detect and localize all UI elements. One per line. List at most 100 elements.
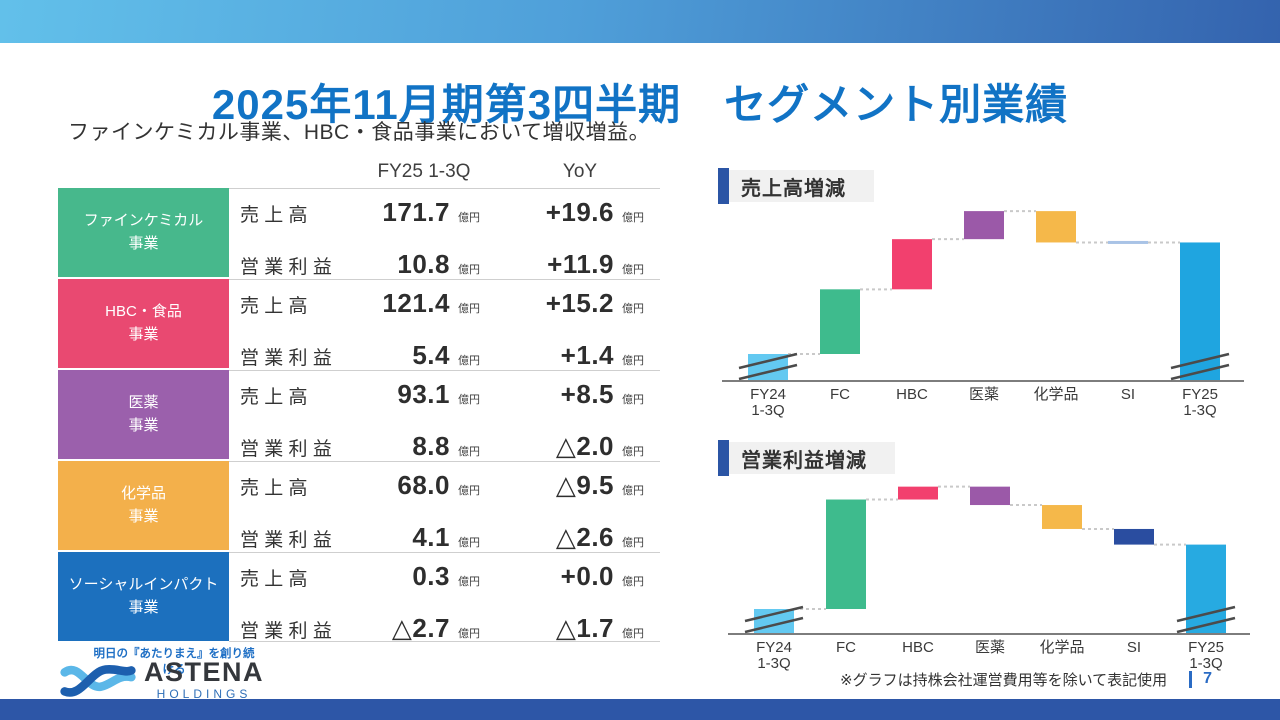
header-gradient-band bbox=[0, 0, 1280, 43]
svg-text:化学品: 化学品 bbox=[1039, 639, 1084, 656]
svg-text:化学品: 化学品 bbox=[1033, 386, 1078, 403]
sales-value: 0.3 bbox=[412, 561, 450, 591]
table-row: ファインケミカル 事業 売 上 高 171.7 億円 +19.6 億円 営 業 … bbox=[58, 188, 660, 279]
segment-label-social-impact: ソーシャルインパクト 事業 bbox=[58, 552, 229, 641]
profit-yoy-value: △1.7 bbox=[555, 613, 614, 643]
sales-row: 売 上 高 121.4 億円 +15.2 億円 bbox=[229, 280, 660, 332]
unit-label: 億円 bbox=[622, 355, 644, 367]
sales-value: 93.1 bbox=[397, 379, 450, 409]
sales-value: 68.0 bbox=[397, 470, 450, 500]
slide-subtitle: ファインケミカル事業、HBC・食品事業において増収増益。 bbox=[68, 121, 651, 144]
segment-label-pharma: 医薬 事業 bbox=[58, 370, 229, 459]
profit-waterfall-chart: FY24 1-3Q FC HBC 医薬 化学品 SI FY25 1-3Q bbox=[728, 485, 1250, 672]
segment-name: ソーシャルインパクト bbox=[68, 576, 219, 593]
unit-label: 億円 bbox=[458, 576, 480, 588]
profit-label: 営 業 利 益 bbox=[240, 530, 332, 551]
profit-row: 営 業 利 益 △2.7 億円 △1.7 億円 bbox=[229, 605, 660, 657]
segment-values: 売 上 高 0.3 億円 +0.0 億円 営 業 利 益 △2.7 億円 △1.… bbox=[229, 552, 660, 643]
company-logo: ASTENA HOLDINGS bbox=[60, 659, 264, 700]
sales-row: 売 上 高 0.3 億円 +0.0 億円 bbox=[229, 553, 660, 605]
segment-label-chemicals: 化学品 事業 bbox=[58, 461, 229, 550]
sales-row: 売 上 高 171.7 億円 +19.6 億円 bbox=[229, 189, 660, 241]
table-row: HBC・食品 事業 売 上 高 121.4 億円 +15.2 億円 営 業 利 … bbox=[58, 279, 660, 370]
sales-label: 売 上 高 bbox=[240, 569, 308, 590]
sales-change-chart-panel: 売上高増減 FY24 1-3Q FC HBC 医薬 化学品 SI FY25 1-3Q bbox=[718, 168, 1266, 420]
sales-label: 売 上 高 bbox=[240, 205, 308, 226]
profit-yoy-value: △2.6 bbox=[555, 522, 614, 552]
astena-wave-logo-icon bbox=[60, 664, 136, 697]
logo-name: ASTENA bbox=[144, 657, 265, 687]
unit-label: 億円 bbox=[622, 264, 644, 276]
footer-note-row: ※グラフは持株会社運営費用等を除いて表記使用 7 bbox=[840, 668, 1212, 690]
unit-label: 億円 bbox=[458, 628, 480, 640]
sales-yoy-value: △9.5 bbox=[555, 470, 614, 500]
unit-label: 億円 bbox=[458, 355, 480, 367]
sales-label: 売 上 高 bbox=[240, 296, 308, 317]
unit-label: 億円 bbox=[458, 485, 480, 497]
svg-text:HBC: HBC bbox=[902, 639, 934, 656]
column-header-fy25: FY25 1-3Q bbox=[377, 161, 471, 182]
segment-values: 売 上 高 68.0 億円 △9.5 億円 営 業 利 益 4.1 億円 △2.… bbox=[229, 461, 660, 552]
segment-values: 売 上 高 121.4 億円 +15.2 億円 営 業 利 益 5.4 億円 +… bbox=[229, 279, 660, 370]
svg-text:SI: SI bbox=[1127, 639, 1141, 656]
svg-text:FC: FC bbox=[836, 639, 856, 656]
profit-label: 営 業 利 益 bbox=[240, 439, 332, 460]
title-accent-bar bbox=[718, 168, 729, 204]
sales-chart-title: 売上高増減 bbox=[718, 168, 874, 204]
sales-value: 171.7 bbox=[382, 197, 450, 227]
profit-row: 営 業 利 益 4.1 億円 △2.6 億円 bbox=[229, 514, 660, 566]
sales-chart-title-text: 売上高増減 bbox=[729, 170, 874, 202]
profit-label: 営 業 利 益 bbox=[240, 621, 332, 642]
sales-row: 売 上 高 68.0 億円 △9.5 億円 bbox=[229, 462, 660, 514]
unit-label: 億円 bbox=[458, 446, 480, 458]
segment-label-hbc-food: HBC・食品 事業 bbox=[58, 279, 229, 368]
profit-chart-title-text: 営業利益増減 bbox=[729, 442, 895, 474]
segment-name-line2: 事業 bbox=[128, 507, 159, 525]
profit-value: 4.1 bbox=[412, 522, 450, 552]
svg-text:医薬: 医薬 bbox=[969, 386, 999, 403]
brand-tagline: 明日の『あたりまえ』を創り続ける bbox=[93, 648, 255, 676]
sales-row: 売 上 高 93.1 億円 +8.5 億円 bbox=[229, 371, 660, 423]
sales-yoy-value: +0.0 bbox=[560, 561, 614, 591]
title-accent-bar bbox=[718, 440, 729, 476]
segment-values: 売 上 高 93.1 億円 +8.5 億円 営 業 利 益 8.8 億円 △2.… bbox=[229, 370, 660, 461]
segment-name-line2: 事業 bbox=[128, 325, 159, 343]
profit-yoy-value: △2.0 bbox=[555, 431, 614, 461]
segment-name: ファインケミカル bbox=[83, 212, 204, 229]
profit-value: 5.4 bbox=[412, 340, 450, 370]
svg-text:医薬: 医薬 bbox=[975, 639, 1005, 656]
sales-label: 売 上 高 bbox=[240, 478, 308, 499]
segment-name-line2: 事業 bbox=[128, 234, 159, 252]
sales-yoy-value: +15.2 bbox=[545, 288, 614, 318]
svg-text:SI: SI bbox=[1121, 386, 1135, 403]
unit-label: 億円 bbox=[622, 212, 644, 224]
sales-label: 売 上 高 bbox=[240, 387, 308, 408]
segment-results-table: FY25 1-3Q YoY ファインケミカル 事業 売 上 高 171.7 億円… bbox=[58, 161, 660, 661]
table-row: 化学品 事業 売 上 高 68.0 億円 △9.5 億円 営 業 利 益 4.1… bbox=[58, 461, 660, 552]
svg-text:FC: FC bbox=[830, 386, 850, 403]
profit-label: 営 業 利 益 bbox=[240, 257, 332, 278]
unit-label: 億円 bbox=[458, 303, 480, 315]
profit-change-chart-panel: 営業利益増減 FY24 1-3Q FC HBC 医薬 化学品 SI FY25 1-3Q bbox=[718, 440, 1266, 692]
profit-row: 営 業 利 益 8.8 億円 △2.0 億円 bbox=[229, 423, 660, 475]
unit-label: 億円 bbox=[458, 394, 480, 406]
profit-row: 営 業 利 益 5.4 億円 +1.4 億円 bbox=[229, 332, 660, 384]
table-row: 医薬 事業 売 上 高 93.1 億円 +8.5 億円 営 業 利 益 8.8 … bbox=[58, 370, 660, 461]
segment-values: 売 上 高 171.7 億円 +19.6 億円 営 業 利 益 10.8 億円 … bbox=[229, 188, 660, 279]
sales-value: 121.4 bbox=[382, 288, 450, 318]
profit-chart-title: 営業利益増減 bbox=[718, 440, 895, 476]
profit-label: 営 業 利 益 bbox=[240, 348, 332, 369]
segment-name: HBC・食品 bbox=[105, 303, 182, 320]
unit-label: 億円 bbox=[622, 537, 644, 549]
unit-label: 億円 bbox=[622, 485, 644, 497]
segment-name-line2: 事業 bbox=[128, 598, 159, 616]
unit-label: 億円 bbox=[458, 264, 480, 276]
logo-wordmark: ASTENA HOLDINGS bbox=[144, 657, 265, 701]
unit-label: 億円 bbox=[622, 576, 644, 588]
profit-value: △2.7 bbox=[391, 613, 450, 643]
sales-yoy-value: +19.6 bbox=[545, 197, 614, 227]
